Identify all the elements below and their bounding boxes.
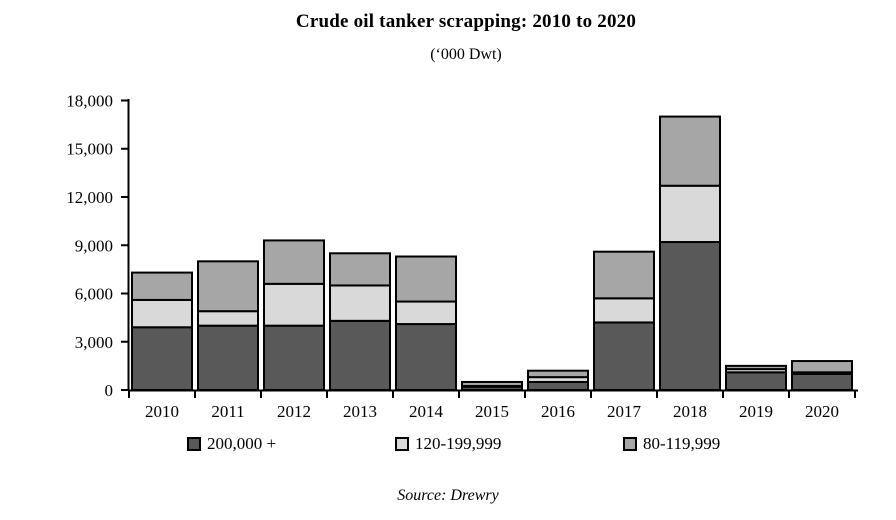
- y-axis-label: 18,000: [66, 92, 113, 111]
- x-axis-label-2011: 2011: [211, 402, 244, 421]
- bar-segment-2017-2: [593, 250, 655, 300]
- y-axis-label: 3,000: [75, 333, 113, 352]
- x-axis-label-2010: 2010: [145, 402, 179, 421]
- legend-label-120-199999: 120-199,999: [415, 434, 502, 453]
- bar-segment-2018-2: [659, 115, 721, 187]
- legend-item-200000-plus: 200,000 +: [187, 434, 276, 454]
- bar-segment-2010-0: [131, 326, 193, 391]
- bar-segment-2010-1: [131, 298, 193, 329]
- bar-segment-2018-1: [659, 184, 721, 244]
- legend-item-120-199999: 120-199,999: [395, 434, 501, 454]
- x-axis-label-2013: 2013: [343, 402, 377, 421]
- bar-segment-2013-1: [329, 284, 391, 322]
- y-axis-label: 15,000: [66, 140, 113, 159]
- bar-segment-2015-2: [461, 380, 523, 387]
- x-axis-label-2018: 2018: [673, 402, 707, 421]
- bar-segment-2016-2: [527, 369, 589, 379]
- source-note: Source: Drewry: [397, 487, 499, 504]
- bar-segment-2017-1: [593, 297, 655, 324]
- bar-segment-2011-0: [197, 324, 259, 392]
- y-axis-label: 9,000: [75, 236, 113, 255]
- bar-segment-2013-2: [329, 252, 391, 287]
- legend-swatch-200000-plus: [187, 437, 201, 451]
- bar-segment-2012-0: [263, 324, 325, 392]
- y-axis-label: 0: [105, 381, 114, 400]
- legend-label-80-119999: 80-119,999: [643, 434, 721, 453]
- bar-segment-2014-2: [395, 255, 457, 303]
- chart-title: Crude oil tanker scrapping: 2010 to 2020: [295, 11, 637, 32]
- x-axis-label-2017: 2017: [607, 402, 642, 421]
- x-axis-label-2019: 2019: [739, 402, 773, 421]
- legend-item-80-119999: 80-119,999: [623, 434, 720, 454]
- bar-segment-2019-2: [725, 364, 787, 371]
- legend-swatch-120-199999: [395, 437, 409, 451]
- x-axis-label-2012: 2012: [277, 402, 311, 421]
- bar-segment-2011-1: [197, 310, 259, 327]
- bar-segment-2012-2: [263, 239, 325, 285]
- x-axis-label-2015: 2015: [475, 402, 509, 421]
- legend: 200,000 + 120-199,999 80-119,999: [0, 434, 896, 454]
- bar-segment-2014-1: [395, 300, 457, 326]
- bar-segment-2010-2: [131, 271, 193, 301]
- bar-segment-2016-0: [527, 380, 589, 391]
- bar-segment-2011-2: [197, 260, 259, 313]
- bar-segment-2020-0: [791, 372, 853, 392]
- bar-segment-2020-2: [791, 360, 853, 374]
- y-axis-label: 6,000: [75, 285, 113, 304]
- chart-subtitle: (‘000 Dwt): [430, 46, 502, 63]
- bar-segment-2012-1: [263, 282, 325, 327]
- y-axis-label: 12,000: [66, 188, 113, 207]
- x-axis-label-2020: 2020: [805, 402, 839, 421]
- legend-label-200000-plus: 200,000 +: [207, 434, 277, 453]
- bar-segment-2018-0: [659, 241, 721, 391]
- legend-swatch-80-119999: [623, 437, 637, 451]
- bar-segment-2019-0: [725, 371, 787, 391]
- bar-segment-2014-0: [395, 323, 457, 391]
- x-axis-label-2016: 2016: [541, 402, 575, 421]
- bar-segment-2013-0: [329, 319, 391, 391]
- x-axis-label-2014: 2014: [409, 402, 444, 421]
- bar-segment-2017-0: [593, 321, 655, 392]
